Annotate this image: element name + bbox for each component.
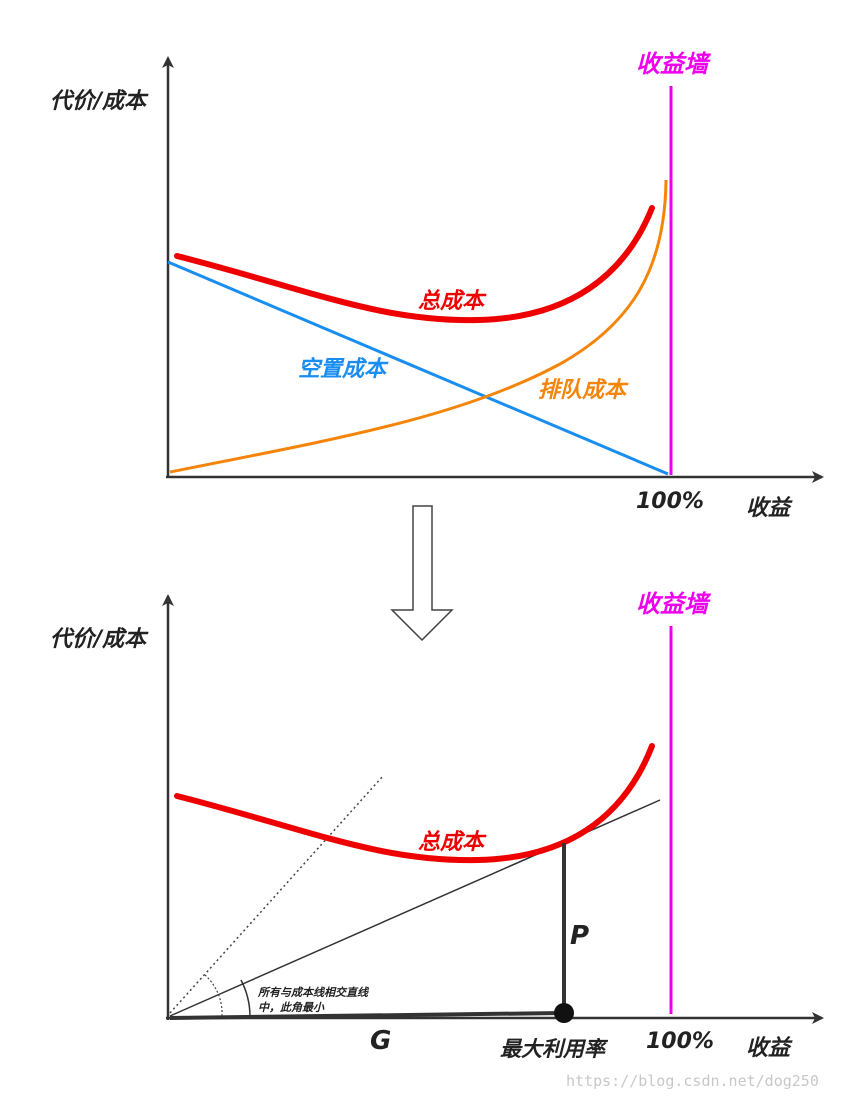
optimum-label: 最大利用率 [500, 1037, 609, 1061]
top-x-axis-label: 收益 [746, 496, 793, 521]
bottom-wall-label: 收益墙 [636, 590, 712, 618]
bottom-total-cost-curve [174, 743, 655, 864]
top-diagram: 代价/成本 收益 100% 收益墙 总成本 空置成本 排队成本 [50, 50, 824, 521]
dotted-ray [169, 775, 384, 1014]
angle-note-line2: 中，此角最小 [258, 1001, 325, 1014]
bottom-x-mark-label: 100% [646, 1029, 714, 1054]
top-idle-cost-label: 空置成本 [298, 356, 389, 382]
watermark: https://blog.csdn.net/dog250 [566, 1072, 819, 1090]
g-label: G [370, 1026, 391, 1056]
angle-note-line1: 所有与成本线相交直线 [257, 986, 370, 999]
top-idle-cost-curve [167, 260, 669, 476]
top-queue-cost-label: 排队成本 [538, 378, 629, 403]
top-queue-cost-curve [169, 179, 668, 474]
down-hollow-arrow-icon [390, 505, 454, 642]
top-x-mark-label: 100% [636, 489, 704, 514]
optimum-point [554, 1003, 574, 1023]
top-y-axis-label: 代价/成本 [50, 89, 149, 114]
angle-arc-outer [240, 979, 251, 1017]
bottom-total-cost-label: 总成本 [418, 830, 487, 855]
g-base-line [169, 1011, 564, 1020]
p-label: P [570, 921, 589, 951]
top-total-cost-label: 总成本 [418, 289, 487, 314]
bottom-x-axis-label: 收益 [746, 1036, 793, 1061]
angle-arc-inner [204, 974, 223, 1017]
top-total-cost-curve [174, 205, 655, 324]
bottom-y-axis-label: 代价/成本 [50, 627, 149, 652]
bottom-diagram: 代价/成本 收益 100% 收益墙 总成本 P G 最大利用率 所有与成本线相交… [50, 590, 824, 1061]
top-wall-label: 收益墙 [636, 50, 712, 78]
